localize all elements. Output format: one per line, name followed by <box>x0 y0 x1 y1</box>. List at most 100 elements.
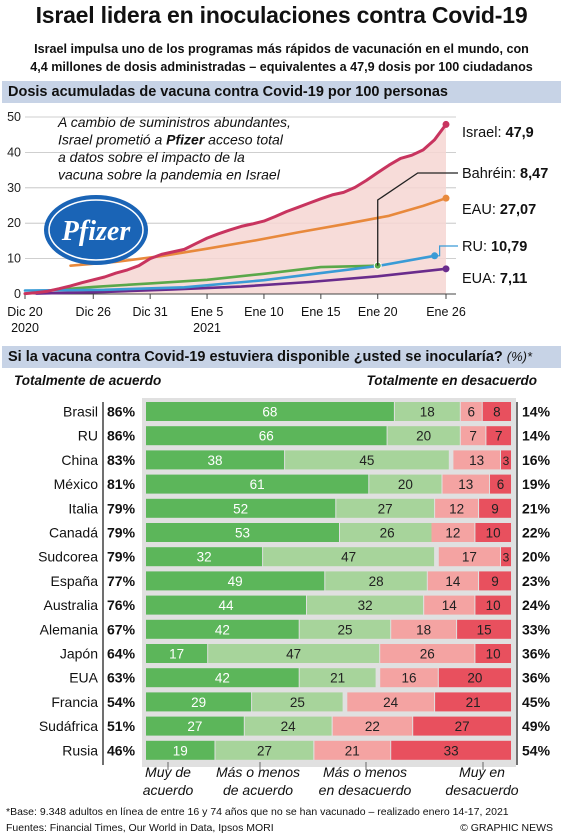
bar-segment <box>347 692 435 712</box>
bar-segment <box>380 668 438 688</box>
bar-value-label: 10 <box>486 647 501 662</box>
agree-total: 76% <box>107 597 136 613</box>
disagree-total: 49% <box>522 718 551 734</box>
series-name: RU: <box>462 239 491 255</box>
bar-value-label: 26 <box>420 647 435 662</box>
subtitle-line-1: Israel impulsa uno de los programas más … <box>34 42 529 56</box>
series-line-israel <box>23 122 448 296</box>
row-label: Japón <box>60 646 98 662</box>
bar-value-label: 25 <box>290 695 305 710</box>
x-tick-label: Dic 31 <box>132 305 167 319</box>
bar-value-label: 52 <box>233 501 248 516</box>
bar-value-label: 20 <box>416 429 431 444</box>
disagree-total: 45% <box>522 694 551 710</box>
page-title: Israel lidera en inoculaciones contra Co… <box>35 2 528 28</box>
bar-value-label: 42 <box>215 671 230 686</box>
israel-area <box>25 124 446 295</box>
agree-total: 86% <box>107 428 136 444</box>
series-line-eau <box>69 196 448 268</box>
bar-segment <box>413 716 511 736</box>
bar-value-label: 17 <box>462 550 477 565</box>
x-tick-label: Ene 26 <box>426 305 466 319</box>
series-value: 7,11 <box>500 271 527 287</box>
bar-segment <box>369 474 442 494</box>
bar-segment <box>314 740 391 760</box>
bar-chart-unit: (%)* <box>506 349 533 364</box>
bar-segment <box>479 571 511 591</box>
x-tick-label: Dic 26 <box>76 305 111 319</box>
bar-value-label: 38 <box>207 453 222 468</box>
series-label: Israel: 47,9 <box>462 125 534 141</box>
bar-value-label: 3 <box>503 454 510 468</box>
bar-segment <box>263 547 435 567</box>
bar-segment <box>244 716 332 736</box>
x-tick-label: Dic 20 <box>7 305 42 319</box>
bar-value-label: 33 <box>444 743 459 758</box>
bar-segment <box>482 402 511 421</box>
bar-segment <box>146 740 215 760</box>
bar-segment <box>146 450 285 470</box>
legend-label: acuerdo <box>143 782 194 798</box>
series-end-dot <box>442 120 450 128</box>
bar-value-label: 22 <box>365 719 380 734</box>
agree-total: 83% <box>107 452 136 468</box>
bar-value-label: 9 <box>491 574 499 589</box>
bar-segment <box>475 644 511 663</box>
pfizer-logo-oval <box>44 195 148 265</box>
disagree-total: 19% <box>522 476 551 492</box>
line-chart: 0 10 20 30 40 50 Dic 20 2020 Dic 26 Dic 31 Ene 5 20… <box>7 110 548 335</box>
series-name: EUA: <box>462 271 500 287</box>
y-tick-label: 40 <box>7 145 21 159</box>
annotation-line-2: Israel prometió a Pfizer acceso total <box>58 132 284 148</box>
bar-segment <box>146 692 252 712</box>
bar-segment <box>501 547 511 567</box>
bar-segment <box>427 571 478 591</box>
bar-value-label: 19 <box>173 743 188 758</box>
series-name: EAU: <box>462 202 500 218</box>
bar-value-label: 47 <box>286 647 301 662</box>
row-label: Francia <box>51 694 98 710</box>
bar-segment <box>215 740 314 760</box>
bar-segment <box>435 692 511 712</box>
annotation-line-1: A cambio de suministros abundantes, <box>57 114 291 130</box>
row-label: México <box>54 476 99 492</box>
bar-value-label: 24 <box>281 719 297 734</box>
series-end-dot <box>442 265 450 273</box>
bar-segment <box>460 402 482 421</box>
row-label: Sudcorea <box>38 549 98 565</box>
disagree-total: 36% <box>522 670 551 686</box>
bar-value-label: 61 <box>250 477 265 492</box>
bar-value-label: 24 <box>383 695 399 710</box>
bar-segment <box>146 595 306 615</box>
agree-total: 79% <box>107 549 136 565</box>
bar-value-label: 27 <box>455 719 470 734</box>
bar-segment <box>146 571 325 591</box>
bahrain-leader <box>377 172 458 266</box>
bar-value-label: 32 <box>197 550 212 565</box>
bar-value-label: 21 <box>345 743 360 758</box>
bar-segment <box>299 619 391 639</box>
bar-value-label: 10 <box>486 598 501 613</box>
bar-value-label: 27 <box>378 501 393 516</box>
bar-segment <box>442 474 490 494</box>
y-tick-label: 20 <box>7 216 21 230</box>
disagree-total: 24% <box>522 597 551 613</box>
series-name: Israel: <box>462 125 506 141</box>
bar-segment <box>424 595 475 615</box>
bar-value-label: 45 <box>359 453 374 468</box>
bar-value-label: 17 <box>169 647 184 662</box>
bar-value-label: 27 <box>187 719 202 734</box>
bar-value-label: 21 <box>466 695 481 710</box>
agree-total: 81% <box>107 476 136 492</box>
series-value: 27,07 <box>500 202 536 218</box>
bar-segment <box>486 426 511 446</box>
bar-segment <box>146 668 299 688</box>
bar-value-label: 20 <box>398 477 413 492</box>
bar-segment <box>146 619 299 639</box>
agree-total: 86% <box>107 404 136 420</box>
legend-label: desacuerdo <box>445 782 518 798</box>
x-tick-label: Ene 10 <box>244 305 284 319</box>
bar-segment <box>438 668 511 688</box>
disagree-total: 23% <box>522 573 551 589</box>
disagree-total: 20% <box>522 549 551 565</box>
